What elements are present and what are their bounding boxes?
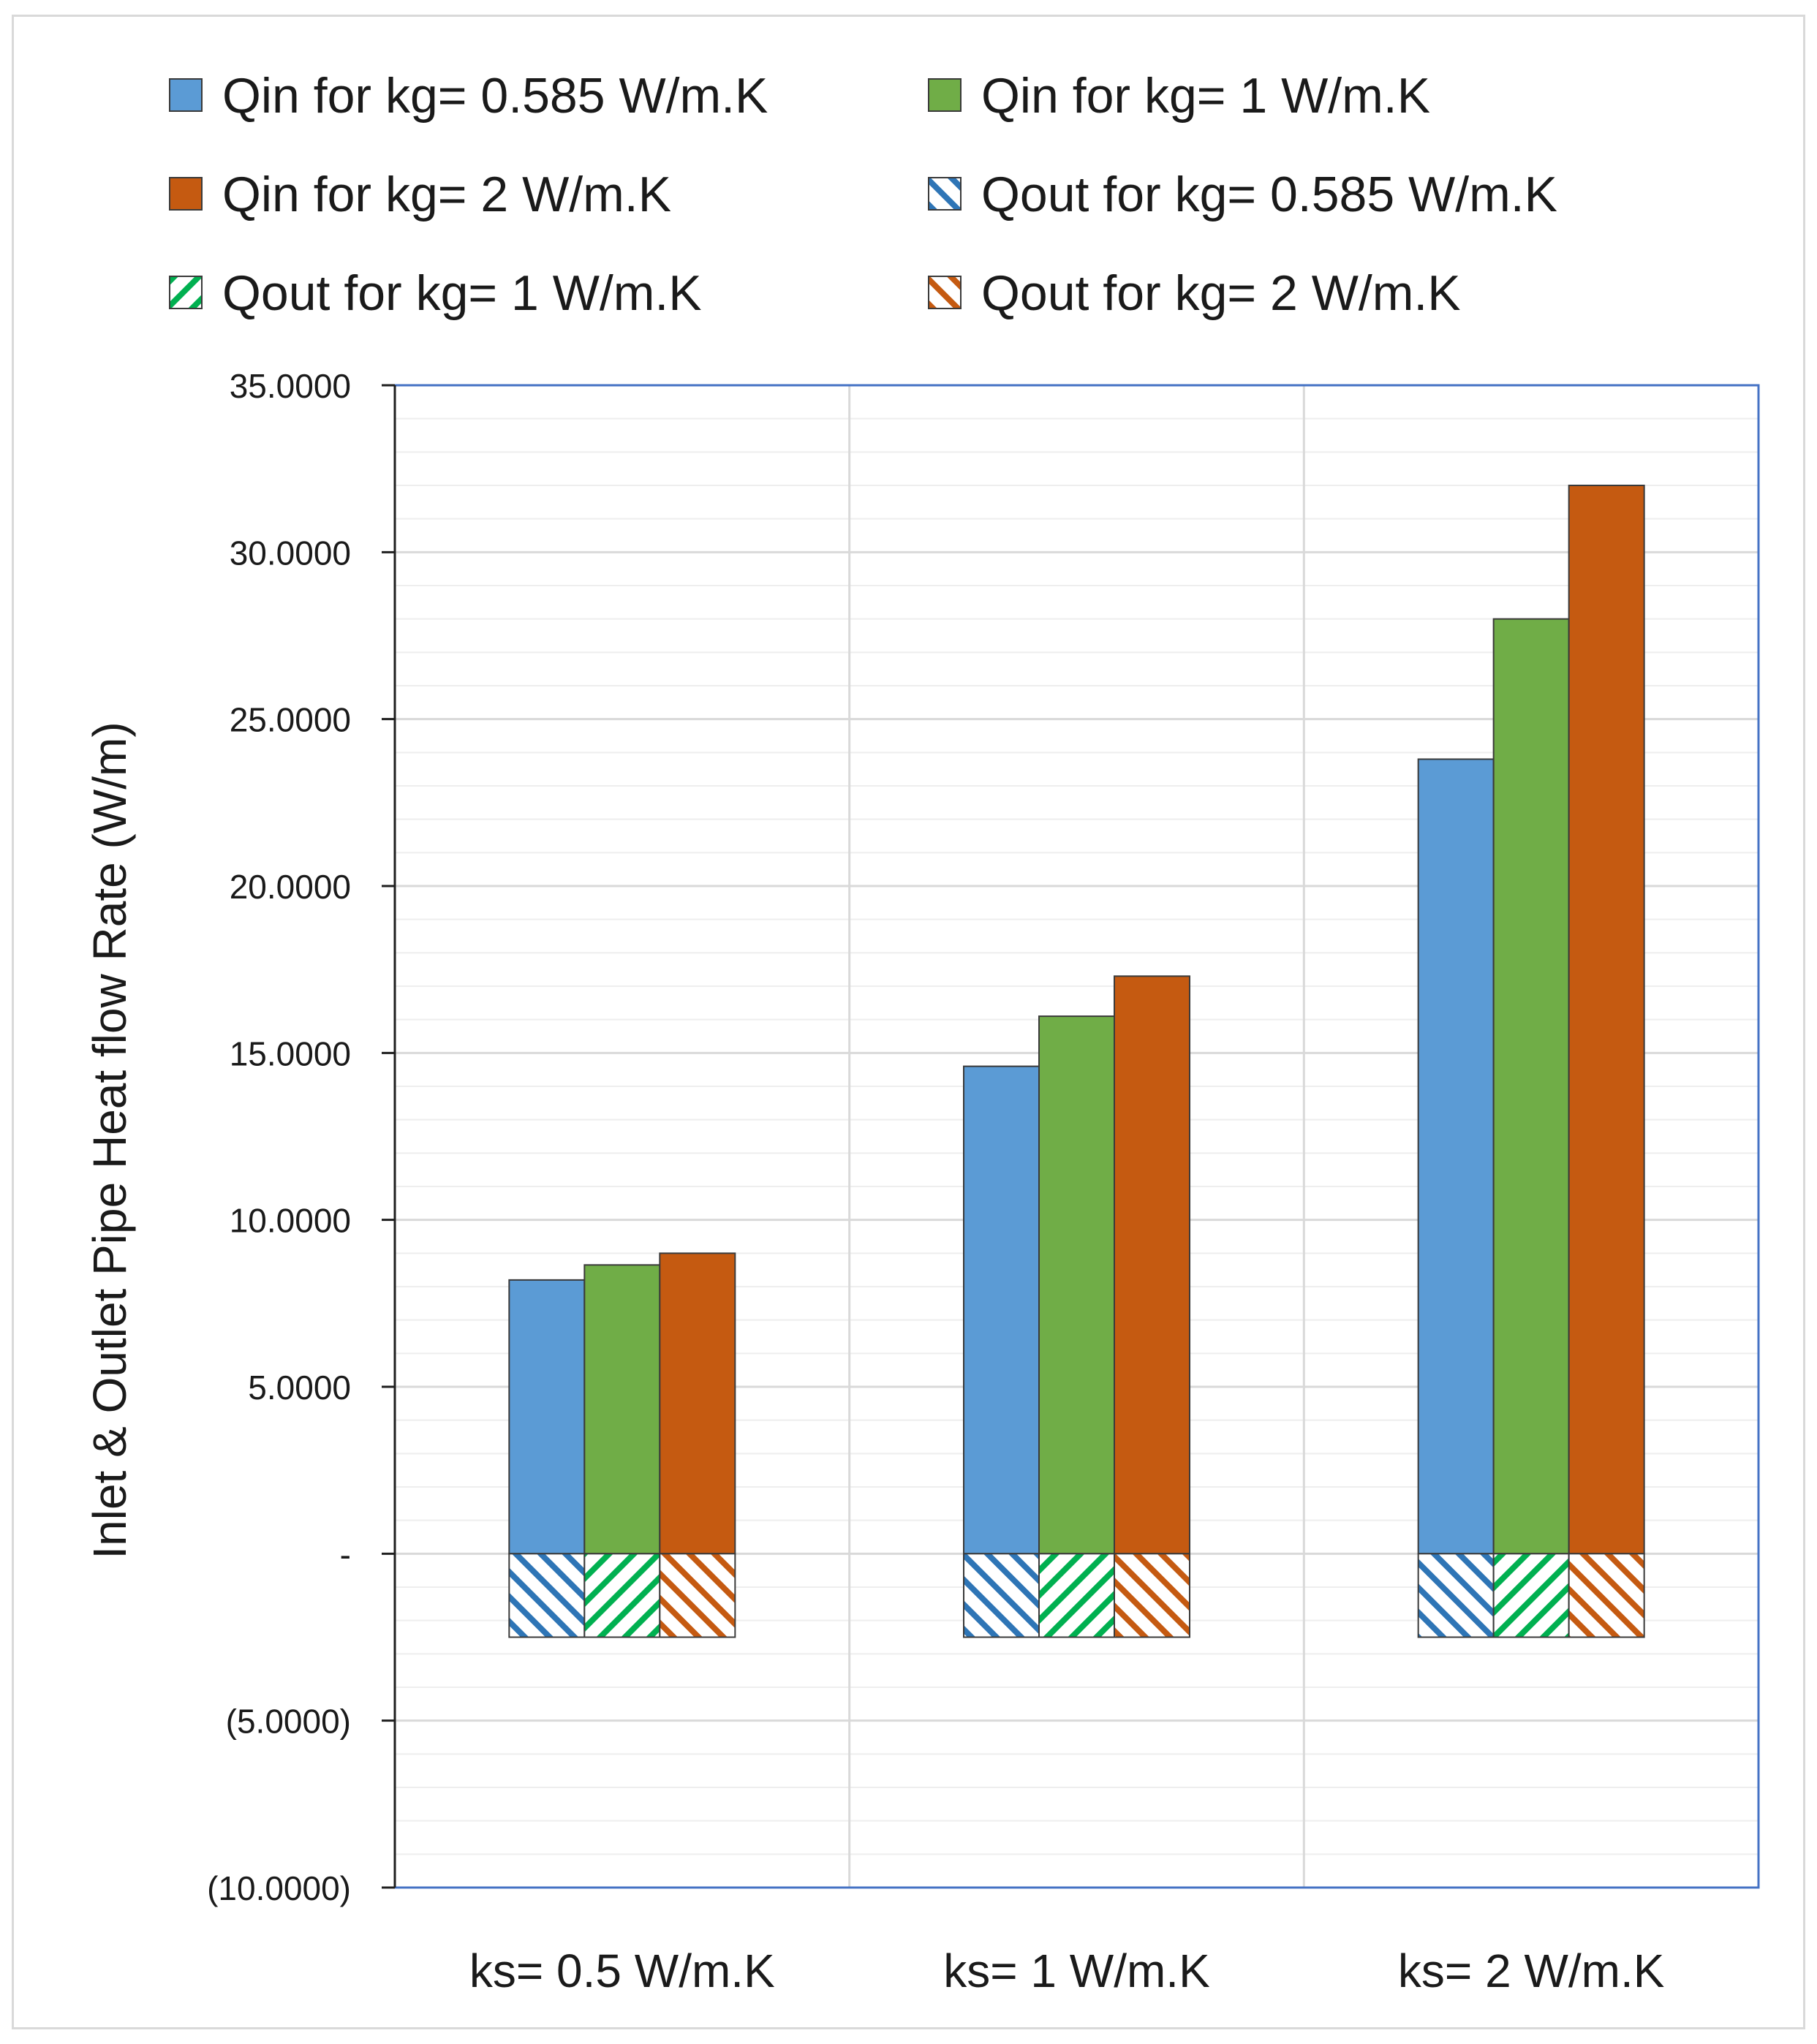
bar-qin bbox=[1038, 1015, 1115, 1555]
legend: Qin for kg= 0.585 W/m.K Qin for kg= 1 W/m… bbox=[169, 68, 1557, 321]
legend-swatch bbox=[169, 276, 203, 309]
bar-qout bbox=[1038, 1553, 1115, 1638]
bar-qout bbox=[1568, 1553, 1645, 1638]
y-tick-label: 25.0000 bbox=[230, 701, 351, 739]
axes: 35.0000 30.0000 25.0000 20.0000 15.0000 10.00… bbox=[207, 367, 1760, 1997]
legend-entry-label: Qout for kg= 1 W/m.K bbox=[222, 265, 702, 321]
bar-qin bbox=[583, 1264, 661, 1555]
x-tick-label: ks= 2 W/m.K bbox=[1398, 1945, 1665, 1997]
y-tick-label: - bbox=[340, 1535, 351, 1573]
bar-qout bbox=[1492, 1553, 1570, 1638]
bar-qout bbox=[1417, 1553, 1495, 1638]
legend-swatch bbox=[169, 78, 203, 112]
bar-qin bbox=[1492, 618, 1570, 1555]
bars bbox=[508, 485, 1645, 1638]
legend-entry-label: Qout for kg= 2 W/m.K bbox=[981, 265, 1461, 321]
legend-entry-label: Qin for kg= 1 W/m.K bbox=[981, 68, 1430, 124]
y-tick-label: (10.0000) bbox=[207, 1869, 351, 1907]
y-tick-label: 30.0000 bbox=[230, 534, 351, 572]
legend-entry-label: Qin for kg= 0.585 W/m.K bbox=[222, 68, 768, 124]
bar-qin bbox=[659, 1252, 736, 1555]
legend-swatch bbox=[169, 177, 203, 211]
legend-entry-label: Qout for kg= 0.585 W/m.K bbox=[981, 167, 1557, 222]
y-tick-label: 5.0000 bbox=[248, 1369, 351, 1407]
bar-qout bbox=[1114, 1553, 1190, 1638]
legend-swatch bbox=[928, 78, 962, 112]
bar-qin bbox=[1568, 485, 1645, 1555]
y-tick-label: 10.0000 bbox=[230, 1202, 351, 1240]
bar-qin bbox=[1417, 758, 1495, 1555]
bar-qout bbox=[659, 1553, 736, 1638]
y-tick-label: 20.0000 bbox=[230, 868, 351, 906]
legend-swatch bbox=[928, 177, 962, 211]
legend-entry-label: Qin for kg= 2 W/m.K bbox=[222, 167, 671, 222]
bar-qout bbox=[583, 1553, 661, 1638]
y-axis-label: Inlet & Outlet Pipe Heat flow Rate (W/m) bbox=[83, 722, 136, 1559]
legend-swatch bbox=[928, 276, 962, 309]
bar-qout bbox=[508, 1553, 586, 1638]
bar-qin bbox=[963, 1065, 1040, 1555]
x-tick-label: ks= 1 W/m.K bbox=[943, 1945, 1210, 1997]
x-tick-label: ks= 0.5 W/m.K bbox=[469, 1945, 775, 1997]
y-tick-label: 35.0000 bbox=[230, 367, 351, 405]
bar-qin bbox=[508, 1279, 586, 1555]
bar-qout bbox=[963, 1553, 1040, 1638]
y-tick-label: 15.0000 bbox=[230, 1034, 351, 1072]
y-tick-label: (5.0000) bbox=[226, 1703, 351, 1741]
bar-qin bbox=[1114, 975, 1190, 1555]
